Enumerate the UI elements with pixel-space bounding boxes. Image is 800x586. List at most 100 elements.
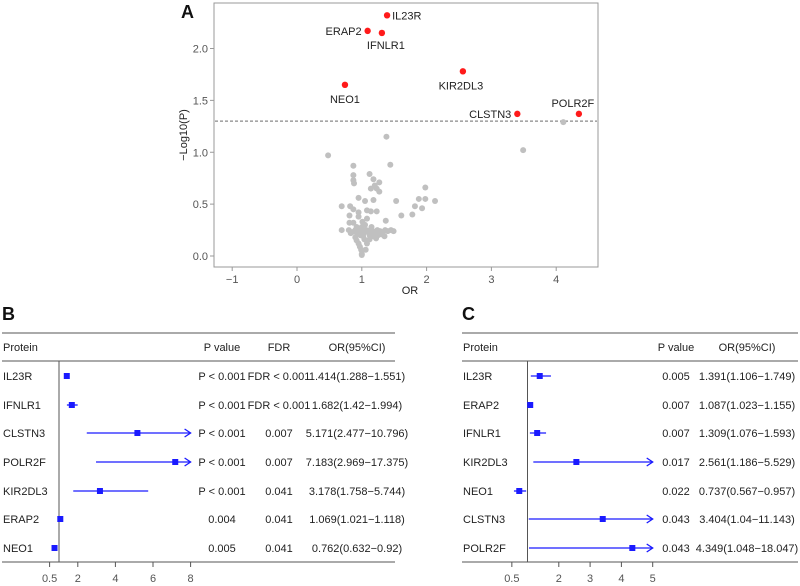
nonsignificant-point: [381, 233, 388, 240]
x-tick-label: 0.5: [504, 573, 519, 585]
or-ci-value: 4.349(1.048−18.047): [696, 543, 798, 555]
x-axis-label: OR: [402, 285, 419, 297]
significant-point: [364, 27, 371, 35]
fdr-value: FDR < 0.001: [248, 400, 311, 412]
y-tick-label: 0.5: [193, 199, 208, 211]
or-ci-value: 1.682(1.42−1.994): [312, 400, 402, 412]
odds-ratio-marker: [516, 488, 523, 494]
y-tick-label: 1.0: [193, 147, 208, 159]
x-tick-label: 2: [75, 573, 81, 585]
odds-ratio-marker: [534, 430, 541, 436]
nonsignificant-point: [351, 180, 358, 187]
panel-b-label: B: [2, 304, 15, 324]
nonsignificant-point: [373, 235, 380, 242]
p-value: P < 0.001: [198, 486, 245, 498]
x-tick-label: 1: [359, 274, 365, 286]
fdr-value: 0.041: [265, 486, 293, 498]
significant-point: [378, 29, 386, 37]
significant-point: [383, 12, 391, 19]
truncation-arrow-icon: [184, 428, 192, 438]
odds-ratio-marker: [96, 488, 103, 494]
odds-ratio-marker: [536, 373, 543, 379]
nonsignificant-point: [350, 219, 357, 226]
significant-point: [514, 110, 521, 118]
protein-name: POLR2F: [3, 457, 46, 469]
nonsignificant-point: [370, 196, 377, 203]
significant-point: [459, 68, 467, 75]
odds-ratio-marker: [527, 402, 534, 408]
nonsignificant-point: [373, 208, 380, 215]
x-tick-label: 3: [488, 274, 494, 286]
nonsignificant-point: [355, 194, 362, 201]
nonsignificant-point: [415, 195, 422, 202]
nonsignificant-point: [371, 182, 378, 189]
x-tick-label: 5: [650, 573, 656, 585]
or-ci-value: 3.178(1.758−5.744): [309, 486, 405, 498]
protein-name: CLSTN3: [463, 514, 505, 526]
nonsignificant-point: [338, 203, 345, 210]
nonsignificant-point: [376, 179, 383, 186]
x-tick-label: −1: [226, 274, 239, 286]
protein-name: IFNLR1: [3, 400, 41, 412]
fdr-value: 0.007: [265, 457, 293, 469]
x-tick-label: 4: [112, 573, 118, 585]
point-label-il23r: IL23R: [392, 10, 421, 22]
p-value: P < 0.001: [198, 400, 245, 412]
x-tick-label: 4: [553, 274, 559, 286]
p-value: 0.017: [662, 457, 690, 469]
nonsignificant-point: [520, 147, 527, 154]
fdr-value: 0.041: [265, 543, 293, 555]
nonsignificant-point: [370, 176, 377, 183]
nonsignificant-point: [350, 206, 357, 213]
nonsignificant-point: [367, 208, 374, 215]
odds-ratio-marker: [172, 459, 179, 465]
or-ci-value: 1.391(1.106−1.749): [699, 371, 795, 383]
truncation-arrow-icon: [646, 457, 654, 467]
nonsignificant-point: [355, 209, 362, 216]
p-value: 0.005: [208, 543, 236, 555]
nonsignificant-point: [346, 212, 353, 219]
or-ci-value: 1.087(1.023−1.155): [699, 400, 795, 412]
p-value: 0.022: [662, 486, 690, 498]
nonsignificant-point: [350, 162, 357, 169]
truncation-arrow-icon: [646, 514, 654, 524]
significant-point: [341, 81, 349, 89]
protein-name: CLSTN3: [3, 428, 45, 440]
nonsignificant-point: [387, 161, 394, 168]
nonsignificant-point: [353, 223, 360, 230]
header-protein: Protein: [3, 342, 38, 354]
nonsignificant-point: [363, 215, 370, 222]
p-value: 0.004: [208, 514, 236, 526]
truncation-arrow-icon: [184, 457, 192, 467]
nonsignificant-point: [383, 133, 390, 140]
x-tick-label: 2: [424, 274, 430, 286]
nonsignificant-point: [355, 213, 362, 220]
nonsignificant-point: [362, 198, 369, 205]
point-label-kir2dl3: KIR2DL3: [439, 80, 484, 92]
x-tick-label: 6: [150, 573, 156, 585]
plot-frame: [213, 2, 599, 268]
point-label-clstn3: CLSTN3: [469, 109, 511, 121]
x-tick-label: 0.5: [42, 573, 57, 585]
p-value: 0.007: [662, 400, 690, 412]
protein-name: NEO1: [3, 543, 33, 555]
y-tick-label: 2.0: [193, 44, 208, 56]
nonsignificant-point: [338, 227, 345, 234]
p-value: 0.007: [662, 428, 690, 440]
x-tick-label: 0: [294, 274, 300, 286]
odds-ratio-marker: [63, 373, 70, 379]
or-ci-value: 1.309(1.076−1.593): [699, 428, 795, 440]
protein-name: ERAP2: [3, 514, 39, 526]
nonsignificant-point: [393, 198, 400, 205]
nonsignificant-point: [398, 212, 405, 219]
y-axis-label: −Log10(P): [178, 109, 190, 161]
panel-c-label: C: [462, 304, 475, 324]
header-or-ci: OR(95%CI): [719, 342, 776, 354]
protein-name: IL23R: [3, 371, 32, 383]
nonsignificant-point: [358, 223, 365, 230]
fdr-value: 0.007: [265, 428, 293, 440]
nonsignificant-point: [368, 223, 375, 230]
nonsignificant-point: [350, 172, 357, 179]
nonsignificant-point: [422, 184, 429, 191]
